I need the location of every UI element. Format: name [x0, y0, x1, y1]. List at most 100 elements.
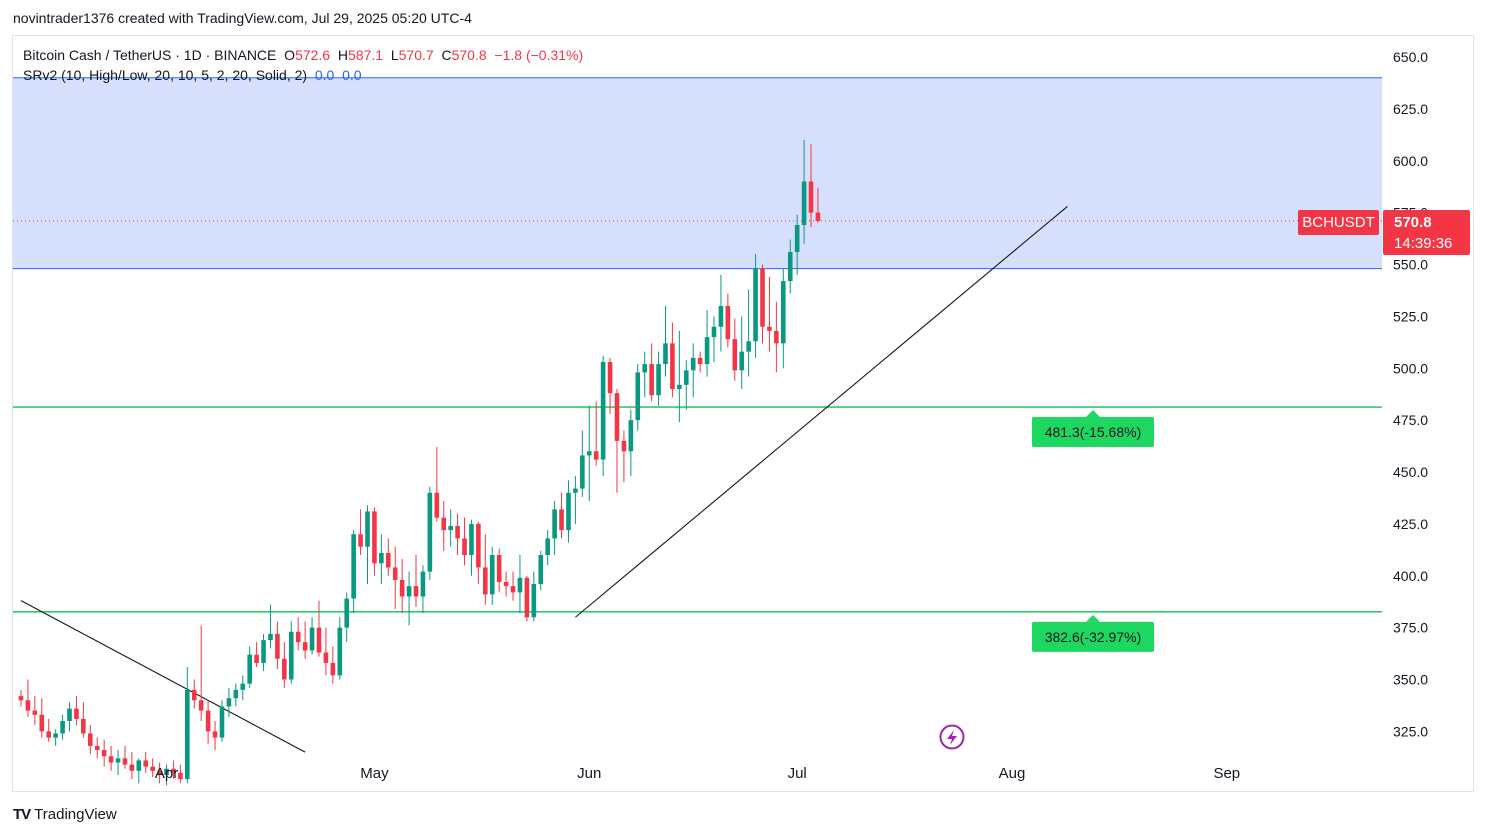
candle: [753, 254, 758, 358]
candle: [219, 700, 225, 742]
candle: [767, 276, 772, 352]
candle: [614, 389, 620, 493]
chart-frame[interactable]: [12, 35, 1474, 792]
candle-body: [496, 555, 502, 582]
axis-labels-layer: 650.0625.0600.0575.0550.0525.0500.0475.0…: [155, 49, 1428, 782]
tradingview-brand[interactable]: TV TradingView: [13, 806, 117, 823]
candle: [143, 752, 149, 773]
candle: [191, 679, 197, 709]
legend-symbol[interactable]: Bitcoin Cash / TetherUS · 1D · BINANCE: [23, 47, 277, 63]
y-tick-label: 525.0: [1393, 308, 1428, 324]
candle: [580, 430, 585, 497]
candle-body: [746, 341, 751, 352]
candle-body: [683, 370, 689, 385]
candle-body: [649, 364, 654, 396]
candle: [697, 351, 703, 373]
candle-body: [385, 552, 391, 568]
trendline[interactable]: [575, 205, 1068, 618]
lightning-event-icon[interactable]: [939, 724, 965, 750]
legend-high-label: H: [337, 47, 349, 63]
candle-body: [566, 492, 571, 531]
candle: [164, 764, 169, 786]
support-labels-layer: 481.3(-15.68%) 382.6(-32.97%): [1032, 410, 1154, 652]
candle: [282, 642, 287, 688]
candle-body: [489, 555, 495, 595]
y-tick-label: 550.0: [1393, 257, 1428, 273]
candle: [815, 187, 821, 223]
candle: [94, 737, 100, 759]
candle: [323, 627, 329, 676]
candle: [628, 409, 634, 477]
candle-body: [732, 339, 738, 371]
candle: [115, 750, 121, 775]
candle: [46, 718, 52, 742]
candle: [406, 571, 412, 626]
candle-body: [122, 758, 128, 765]
candle-body: [760, 268, 765, 327]
candle: [233, 683, 239, 707]
candle: [330, 646, 336, 684]
candle-body: [420, 571, 426, 597]
chart-legend: Bitcoin Cash / TetherUS · 1D · BINANCE O…: [23, 45, 583, 85]
candle: [718, 274, 724, 352]
candle: [524, 575, 530, 622]
candle-body: [573, 488, 578, 493]
candle: [198, 625, 204, 721]
candle: [261, 633, 266, 672]
candle-body: [157, 770, 162, 775]
label-pointer: [1086, 410, 1100, 418]
indicator-name[interactable]: SRv2 (10, High/Low, 20, 10, 5, 2, 20, So…: [23, 67, 308, 83]
candle-body: [108, 756, 114, 763]
candle: [81, 702, 86, 738]
support-level-label[interactable]: 382.6(-32.97%): [1032, 614, 1154, 652]
candle-body: [74, 708, 79, 719]
candle-body: [635, 372, 641, 421]
candle-body: [697, 357, 703, 365]
candle-body: [191, 689, 197, 701]
legend-open-label: O: [284, 47, 296, 63]
candle-body: [164, 768, 169, 775]
candle: [337, 617, 343, 680]
candle-body: [81, 718, 86, 734]
candle: [642, 351, 647, 398]
last-price: 570.8: [1394, 214, 1432, 231]
candle: [136, 758, 142, 784]
candle: [309, 617, 315, 655]
candle-body: [247, 654, 252, 684]
candle-body: [143, 760, 149, 767]
candle-body: [219, 706, 225, 738]
candle-body: [441, 517, 447, 531]
misc-layer: [13, 220, 1382, 750]
candle: [226, 687, 232, 717]
candle-body: [392, 567, 398, 580]
y-tick-label: 325.0: [1393, 723, 1428, 739]
chart-caption: novintrader1376 created with TradingView…: [13, 10, 472, 26]
resistance-zone[interactable]: [13, 77, 1382, 269]
candle: [157, 762, 162, 784]
support-level-label[interactable]: 481.3(-15.68%): [1032, 410, 1154, 448]
resistance-zone-layer: [13, 77, 1382, 270]
candle-body: [808, 181, 814, 213]
candle: [531, 571, 537, 622]
trendline[interactable]: [20, 600, 306, 753]
candle-body: [781, 281, 786, 344]
candle: [573, 476, 578, 524]
symbol-tag[interactable]: BCHUSDT: [1298, 210, 1379, 235]
candle-body: [774, 330, 779, 344]
candle-body: [593, 451, 599, 460]
candle-body: [580, 455, 585, 489]
candle-body: [379, 552, 384, 564]
candle-body: [268, 633, 273, 641]
candle: [801, 140, 807, 244]
candle-body: [510, 586, 516, 593]
candle: [441, 501, 447, 551]
x-tick-label: Jun: [577, 765, 601, 782]
legend-open: 572.6: [295, 47, 331, 63]
candle-body: [101, 750, 107, 757]
candle: [552, 501, 557, 555]
candle-body: [704, 337, 710, 365]
candle: [392, 546, 398, 609]
candle-body: [171, 768, 176, 773]
legend-indicator-row[interactable]: SRv2 (10, High/Low, 20, 10, 5, 2, 20, So…: [23, 65, 583, 85]
